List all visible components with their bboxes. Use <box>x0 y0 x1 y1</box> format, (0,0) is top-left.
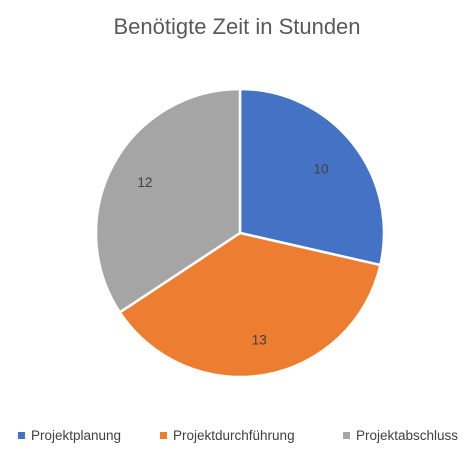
legend: Projektplanung Projektdurchführung Projekt… <box>0 428 474 448</box>
legend-item-2: Projektdurchführung <box>160 428 295 443</box>
legend-item-3: Projektabschluss <box>343 428 458 443</box>
data-label-1: 10 <box>314 161 329 176</box>
pie-slice-2 <box>118 231 382 379</box>
pie-slice-1 <box>238 87 386 267</box>
pie-slice-3 <box>94 87 242 315</box>
data-label-3: 12 <box>137 175 152 190</box>
data-label-2: 13 <box>252 332 267 347</box>
legend-swatch-1 <box>18 431 25 439</box>
pie-chart: 10 13 12 <box>94 87 386 379</box>
legend-item-1: Projektplanung <box>18 428 121 443</box>
chart-title: Benötigte Zeit in Stunden <box>113 14 361 39</box>
legend-swatch-3 <box>343 431 350 439</box>
legend-label-1: Projektplanung <box>31 428 122 443</box>
legend-label-2: Projektdurchführung <box>173 428 295 443</box>
legend-label-3: Projektabschluss <box>356 428 459 443</box>
legend-swatch-2 <box>160 431 167 439</box>
